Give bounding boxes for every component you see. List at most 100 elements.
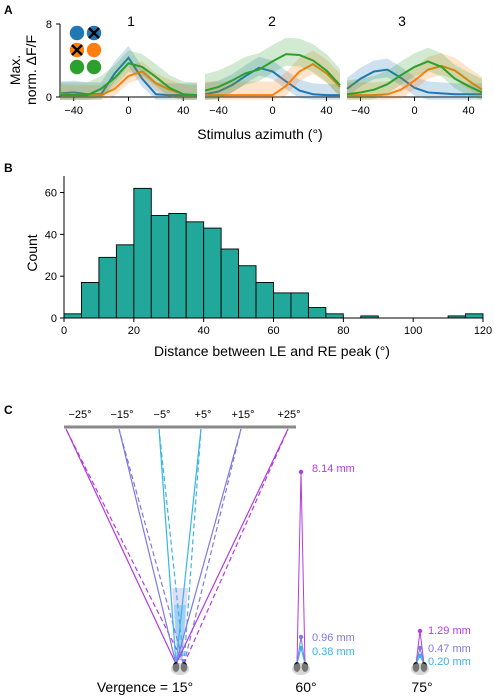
panel-a-ylabel-line1: Max. [7,55,23,85]
vergence75-head [411,663,429,675]
right-eye-ray [65,428,185,665]
histogram-bar [168,213,187,319]
panel-a-series-band [347,58,482,100]
panel-a-series-line [204,53,341,92]
vergence-75-label: 75° [411,679,432,695]
panel-a-ylabel-line2: norm. ΔF/F [23,35,39,105]
azimuth-label: +5° [195,409,212,421]
panel-a-xtick-label: 0 [411,105,417,117]
histogram-bar [238,265,257,319]
panel-b-xtick-label: 40 [198,325,210,337]
panel-a-series-line [204,66,340,97]
panel-a-series-band [205,50,340,100]
panel-a3-plot: −40 0 40 [346,47,483,117]
azimuth-label: +25° [277,409,300,421]
left-eye-ray [65,428,177,665]
panel-b-xtick-label: 0 [61,325,67,337]
panel-b-histogram: 0 20 40 60 0 20 40 60 80 100 120 [45,176,492,337]
left-eye-ray [158,428,177,665]
left-eye-ray [118,428,177,665]
panel-b-xlabel: Distance between LE and RE peak (°) [154,343,390,359]
vergence60-head [292,663,310,675]
panel-a-series-line [346,60,483,96]
panel-c-letter: C [4,403,13,417]
panel-a-xlabel: Stimulus azimuth (°) [197,126,322,142]
panel-a-series-line [347,64,483,97]
histogram-bar [255,282,274,319]
panel-a-ylabel: Max. norm. ΔF/F [7,35,39,105]
left-eye-ray [175,428,289,665]
legend-marker [69,59,85,75]
vergence-60-ray [300,647,306,665]
vergence-75-target-dot [417,645,423,651]
vergence-60-ray [300,471,306,665]
panel-a1-title: 1 [127,13,135,29]
panel-a1-plot: −40 0 40 [59,45,198,117]
azimuth-label: +15° [231,409,254,421]
left-eye-ray [175,428,202,665]
legend-cross-mark [71,44,83,56]
panel-a-letter: A [4,3,13,17]
panel-c-geometry: −25° −15° −5° +5° +15° +25° Vergence = 15° 8.14… [64,409,471,695]
panel-b-xtick-label: 80 [337,325,349,337]
panel-a2-plot: −40 0 40 [204,37,341,117]
panel-a2-title: 2 [268,13,276,29]
histogram-bar [81,282,100,319]
panel-a-xtick-label: 40 [320,105,332,117]
panel-a-series-line [60,62,198,97]
panel-b-letter: B [4,161,13,175]
left-eye-ray [175,428,242,665]
vergence-60-distance-label: 0.38 mm [312,646,355,658]
histogram-bar [273,292,292,319]
panel-b-ytick-label: 0 [51,313,57,325]
right-eye-ray [158,428,185,665]
histogram-bar [115,244,135,319]
azimuth-label: −15° [110,409,133,421]
histogram-bar [325,313,344,319]
vergence-75-distance-label: 0.20 mm [428,656,471,668]
panel-a-series-line [59,56,197,97]
right-eye-ray [118,428,185,665]
histogram-bar [150,215,170,319]
legend-marker [86,42,102,58]
panel-a-series-band [347,53,482,100]
vergence-75-distance-label: 0.47 mm [428,643,471,655]
histogram-bar [63,313,82,319]
histogram-bar [185,221,205,319]
vergence-60-distance-label: 8.14 mm [312,463,355,475]
vergence-60-target-dot [298,634,304,640]
panel-a-xtick-label: −40 [64,105,83,117]
histogram-bar [133,187,152,319]
vergence-75-target-dot [417,628,423,634]
histogram-bar [203,227,222,319]
panel-a-series-band [205,37,340,100]
vergence-60-ray [296,471,302,665]
panel-b-xtick-label: 100 [404,325,422,337]
vergence-60-distance-label: 0.96 mm [312,632,355,644]
panel-a-legend [69,25,102,75]
panel-b-ytick-label: 20 [45,271,57,283]
vergence-60-ray [296,647,302,665]
panel-a-series-band [205,56,340,100]
vergence-60-label: 60° [295,679,316,695]
histogram-bar [307,307,327,319]
panel-a-series-band [60,61,197,100]
legend-marker [86,59,102,75]
histogram-bar [465,313,484,319]
right-eye-ray [183,428,202,665]
panel-a-xtick-label: 40 [462,105,474,117]
binocular-overlap-shade [174,605,186,660]
vergence-60-target-dot [298,469,304,475]
panel-a-ytick-top: 8 [46,19,52,31]
azimuth-label: −25° [68,409,91,421]
legend-marker [69,25,85,41]
panel-b-xtick-label: 60 [267,325,279,337]
panel-a3-title: 3 [398,13,406,29]
histogram-bar [290,292,309,319]
panel-a-xtick-label: 0 [125,105,131,117]
panel-b-ylabel: Count [24,234,40,271]
panel-b-xtick-label: 120 [474,325,492,337]
right-eye-ray [183,428,242,665]
panel-a-xtick-label: 0 [269,105,275,117]
histogram-bar [220,248,240,319]
